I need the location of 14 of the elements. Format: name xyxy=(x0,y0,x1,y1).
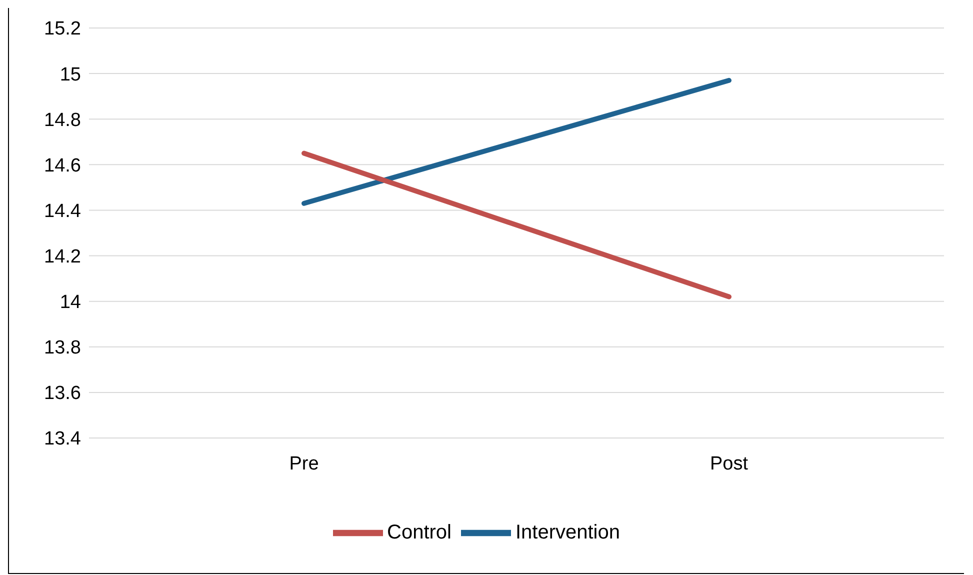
y-tick-label: 13.4 xyxy=(44,428,82,450)
y-tick-label: 13.6 xyxy=(44,383,81,404)
x-tick-label: Post xyxy=(710,453,749,474)
y-tick-label: 15 xyxy=(60,64,81,86)
y-tick-label: 15.2 xyxy=(44,18,81,40)
y-tick-label: 14.6 xyxy=(44,155,81,176)
y-tick-label: 14 xyxy=(60,292,82,314)
y-tick-label: 14.8 xyxy=(44,110,81,131)
y-tick-label: 14.4 xyxy=(44,200,82,222)
legend-label: Intervention xyxy=(515,521,620,544)
x-tick-label: Pre xyxy=(289,453,319,474)
y-tick-label: 14.2 xyxy=(44,246,81,268)
y-tick-label: 13.8 xyxy=(44,338,81,359)
legend-label: Control xyxy=(387,521,452,544)
